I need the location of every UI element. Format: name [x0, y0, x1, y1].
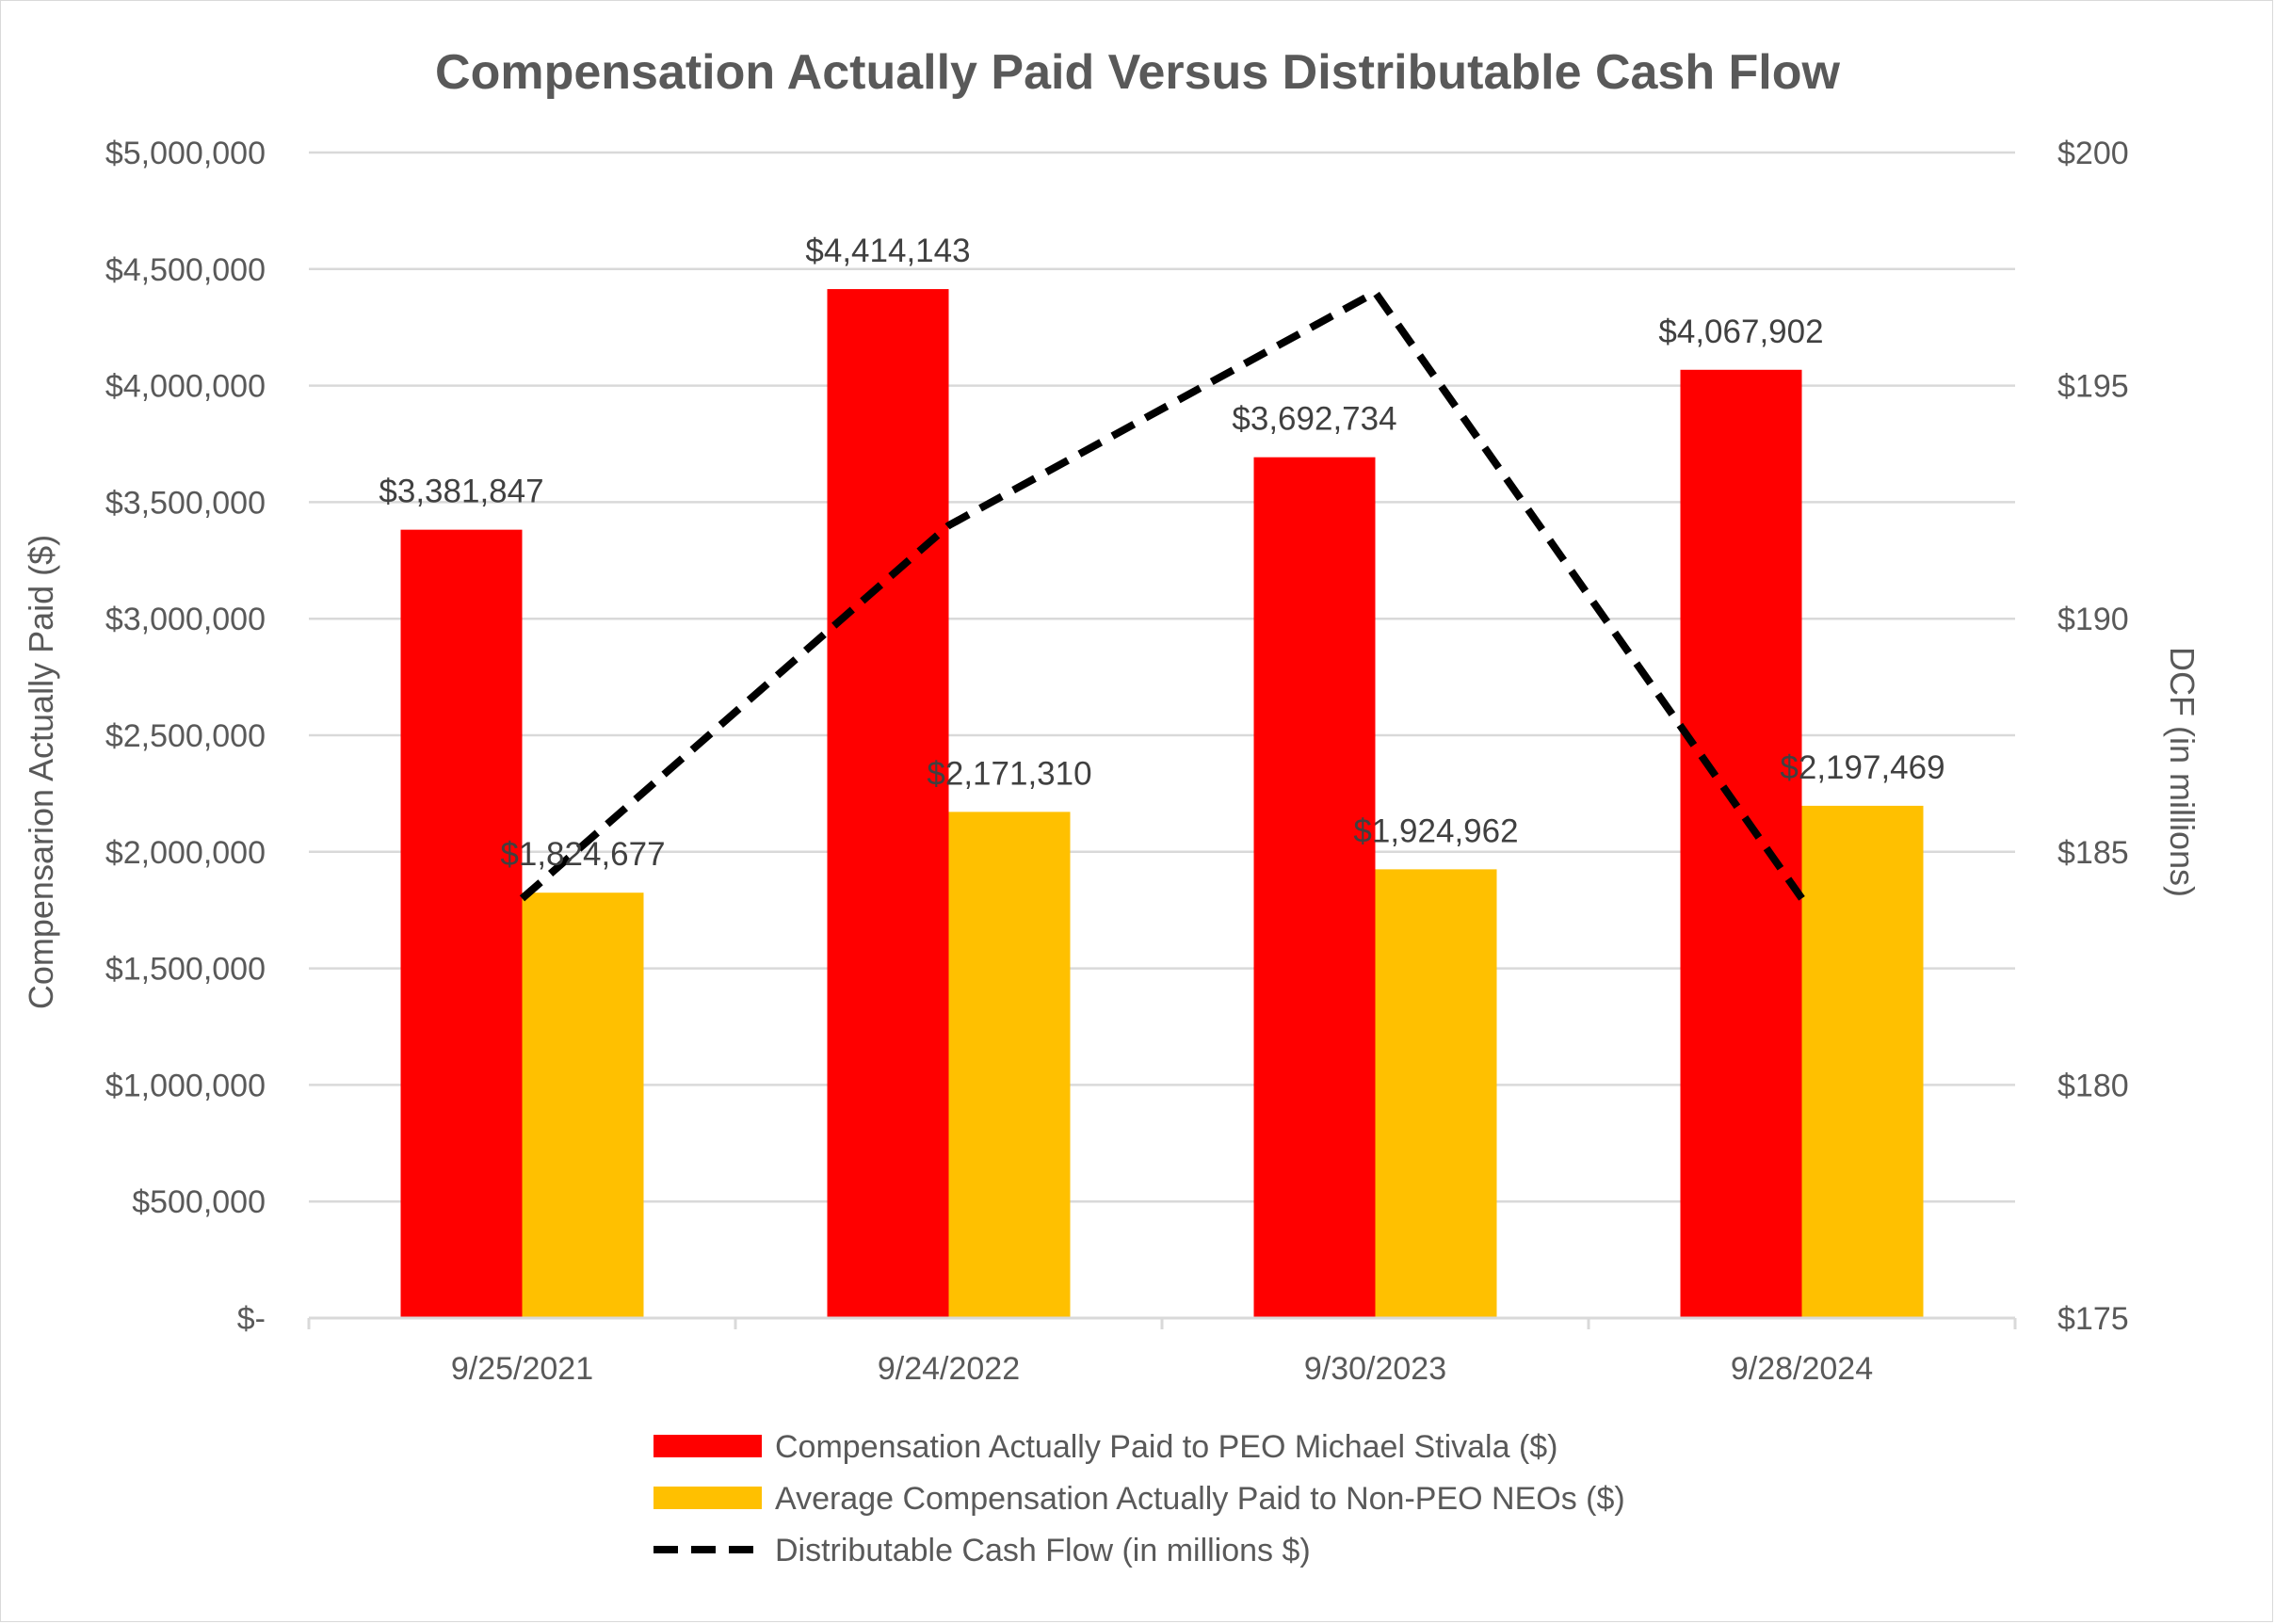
legend-label: Compensation Actually Paid to PEO Michae…: [775, 1429, 1558, 1465]
bar: [1801, 805, 1924, 1318]
y-axis-label: Compensarion Actually Paid ($): [22, 535, 60, 1009]
legend-swatch: [653, 1487, 762, 1509]
data-label: $4,067,902: [1658, 314, 1823, 350]
legend-label: Average Compensation Actually Paid to No…: [775, 1481, 1625, 1517]
y2-tick-label: $195: [2057, 369, 2129, 405]
y-tick-label: $3,500,000: [105, 485, 266, 521]
y-tick-label: $-: [237, 1301, 266, 1337]
dcf-line: [519, 288, 1805, 902]
x-tick-label: 9/24/2022: [878, 1351, 1020, 1387]
x-axis: 9/25/2021 9/24/2022 9/30/2023 9/28/2024: [307, 1316, 2017, 1387]
bar: [948, 812, 1071, 1318]
data-label: $1,824,677: [500, 836, 665, 873]
y-axis-right: $175 $180 $185 $190 $195 $200: [2057, 136, 2129, 1337]
data-labels: $3,381,847 $4,414,143 $3,692,734 $4,067,902…: [379, 233, 1944, 873]
data-label: $2,171,310: [927, 755, 1091, 792]
data-label: $3,692,734: [1232, 401, 1396, 438]
x-tick-label: 9/30/2023: [1304, 1351, 1446, 1387]
y2-tick-label: $185: [2057, 835, 2129, 871]
data-label: $4,414,143: [805, 233, 970, 269]
y-tick-label: $1,500,000: [105, 952, 266, 988]
y-axis-left: $- $500,000 $1,000,000 $1,500,000 $2,000,000…: [105, 136, 266, 1337]
y2-tick-label: $175: [2057, 1301, 2129, 1337]
y2-tick-label: $200: [2057, 136, 2129, 171]
y2-tick-label: $180: [2057, 1068, 2129, 1103]
y-tick-label: $3,000,000: [105, 602, 266, 637]
bar: [1375, 869, 1497, 1318]
x-tick-label: 9/25/2021: [451, 1351, 593, 1387]
bar: [522, 892, 644, 1318]
y-tick-label: $5,000,000: [105, 136, 266, 171]
bar: [1680, 369, 1802, 1318]
bar: [827, 289, 949, 1318]
y2-tick-label: $190: [2057, 602, 2129, 637]
x-tick-label: 9/28/2024: [1731, 1351, 1873, 1387]
y-tick-label: $500,000: [132, 1184, 266, 1220]
data-label: $2,197,469: [1780, 749, 1944, 786]
y-tick-label: $2,000,000: [105, 835, 266, 871]
bar: [1253, 457, 1376, 1318]
y2-axis-label: DCF (in millions): [2163, 647, 2202, 897]
dcf-series-line: [519, 288, 1805, 902]
chart-title: Compensation Actually Paid Versus Distri…: [435, 45, 1841, 100]
bar: [400, 529, 523, 1318]
y-tick-label: $1,000,000: [105, 1068, 266, 1103]
legend-swatch: [653, 1435, 762, 1457]
y-tick-label: $4,000,000: [105, 369, 266, 405]
legend-label: Distributable Cash Flow (in millions $): [775, 1533, 1311, 1568]
bars: [400, 289, 1924, 1318]
y-tick-label: $2,500,000: [105, 718, 266, 754]
data-label: $3,381,847: [379, 474, 543, 510]
data-label: $1,924,962: [1353, 812, 1518, 849]
y-tick-label: $4,500,000: [105, 252, 266, 288]
legend: Compensation Actually Paid to PEO Michae…: [653, 1429, 1625, 1568]
